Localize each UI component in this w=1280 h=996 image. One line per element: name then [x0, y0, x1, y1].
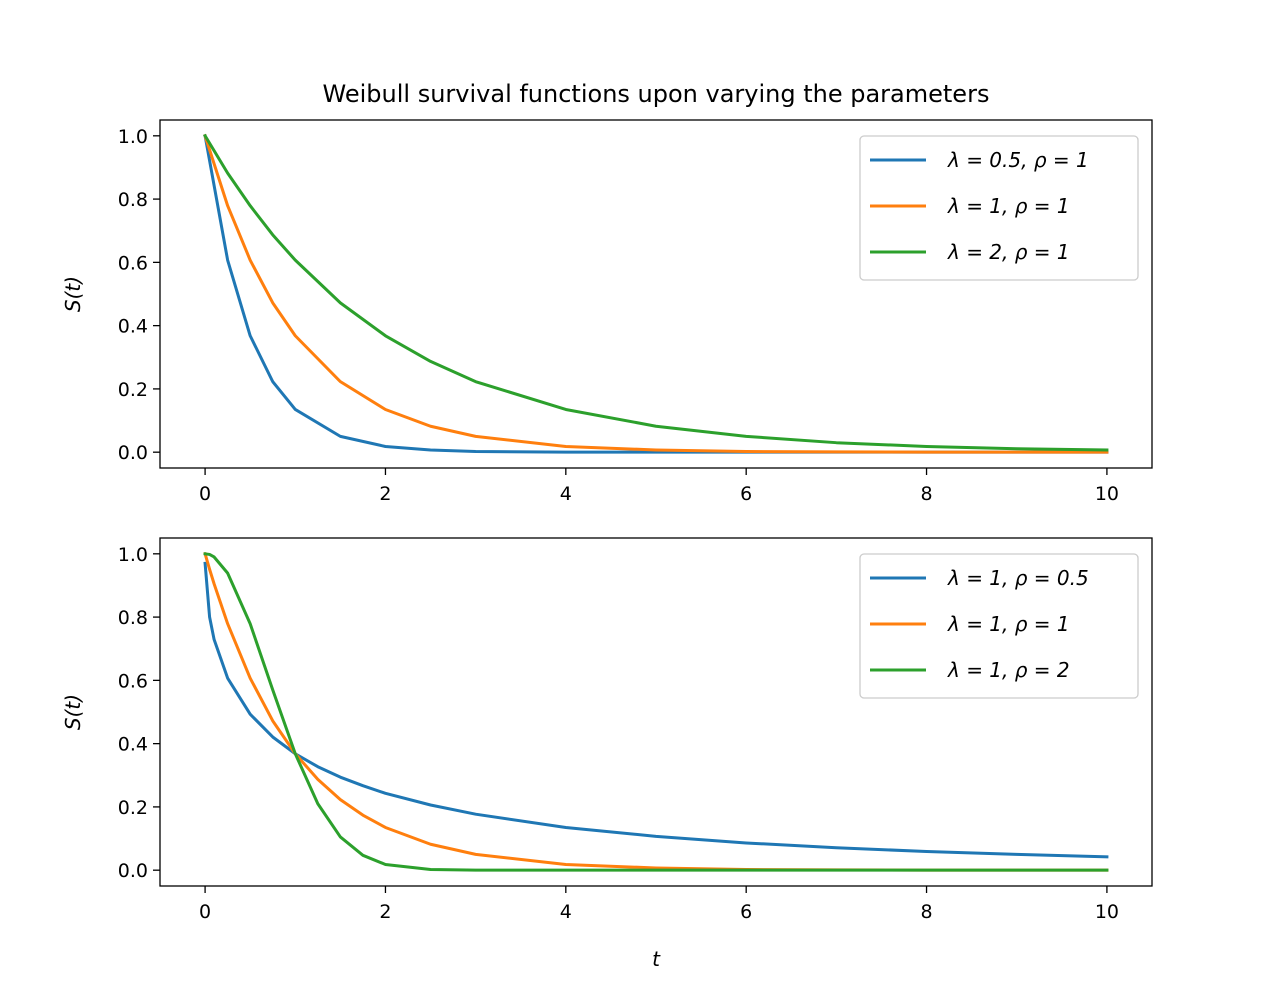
x-tick-label: 2 [379, 483, 391, 505]
legend-label: λ = 2, ρ = 1 [947, 240, 1070, 264]
y-tick-label: 0.2 [118, 379, 148, 401]
y-tick-label: 0.8 [118, 189, 148, 211]
x-tick-label: 2 [379, 901, 391, 923]
y-tick-label: 0.6 [118, 670, 148, 692]
x-tick-label: 4 [560, 483, 572, 505]
top-panel: 0 2 4 6 8 10 0.0 0.2 0.4 0.6 0.8 1.0 S(t) λ = 0.5, ρ … [61, 119, 1153, 505]
series-line-2 [203, 133, 1109, 454]
legend-label: λ = 1, ρ = 1 [947, 194, 1070, 218]
x-axis-label: t [652, 947, 661, 971]
x-tick-label: 4 [560, 901, 572, 923]
y-axis-label: S(t) [61, 694, 85, 730]
y-tick-label: 0.8 [118, 607, 148, 629]
axes-frame [159, 537, 1153, 887]
legend-label: λ = 0.5, ρ = 1 [947, 148, 1089, 172]
y-axis-label: S(t) [61, 276, 85, 312]
y-tick-label: 0.4 [118, 316, 148, 338]
x-tick-label: 6 [740, 483, 752, 505]
x-tick-label: 8 [920, 901, 932, 923]
x-tick-label: 0 [199, 901, 211, 923]
y-tick-label: 0.0 [118, 442, 148, 464]
y-tick-label: 0.6 [118, 252, 148, 274]
x-tick-label: 6 [740, 901, 752, 923]
y-tick-label: 0.4 [118, 734, 148, 756]
chart-title: Weibull survival functions upon varying … [323, 80, 990, 108]
x-tick-label: 10 [1095, 483, 1119, 505]
bottom-panel: 0 2 4 6 8 10 0.0 0.2 0.4 0.6 0.8 1.0 S(t) t λ = 1, ρ =… [61, 537, 1153, 971]
legend: λ = 1, ρ = 0.5 λ = 1, ρ = 1 λ = 1, ρ = 2 [859, 553, 1139, 699]
y-tick-label: 1.0 [118, 544, 148, 566]
series-line-1 [203, 561, 1109, 859]
x-tick-label: 0 [199, 483, 211, 505]
x-tick-label: 8 [920, 483, 932, 505]
series-line-3 [203, 552, 1109, 872]
x-tick-label: 10 [1095, 901, 1119, 923]
y-tick-label: 0.0 [118, 860, 148, 882]
y-tick-label: 0.2 [118, 797, 148, 819]
y-tick-label: 1.0 [118, 126, 148, 148]
legend-label: λ = 1, ρ = 1 [947, 612, 1070, 636]
legend-label: λ = 1, ρ = 2 [947, 658, 1070, 682]
axes-frame [159, 119, 1153, 469]
legend-box [859, 135, 1139, 281]
series-line-3 [203, 133, 1109, 452]
legend-label: λ = 1, ρ = 0.5 [947, 566, 1089, 590]
legend: λ = 0.5, ρ = 1 λ = 1, ρ = 1 λ = 2, ρ = 1 [859, 135, 1139, 281]
legend-box [859, 553, 1139, 699]
